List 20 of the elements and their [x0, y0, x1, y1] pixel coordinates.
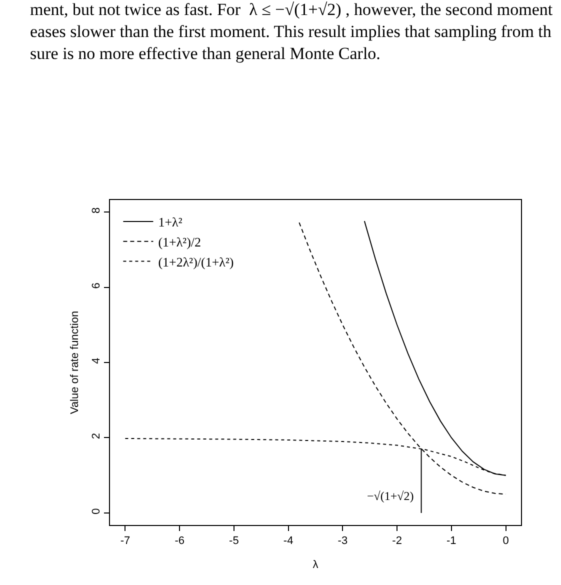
y-tick-label: 4	[90, 358, 103, 364]
x-tick-label: -5	[229, 535, 239, 548]
y-axis-title: Value of rate function	[69, 310, 81, 414]
x-tick-label: -1	[446, 535, 456, 548]
x-tick-label: 0	[502, 535, 509, 548]
x-tick-label: -6	[174, 535, 184, 548]
x-tick-label: -2	[392, 535, 402, 548]
legend-label: 1+λ²	[158, 214, 182, 230]
y-tick-label: 6	[90, 282, 103, 289]
legend-label: (1+2λ²)/(1+λ²)	[158, 254, 234, 270]
x-tick-label: -3	[338, 535, 348, 548]
y-tick-label: 0	[90, 508, 103, 514]
y-tick-label: 8	[90, 207, 103, 214]
x-axis-title: λ	[312, 559, 319, 571]
y-tick-label: 2	[90, 433, 103, 440]
x-tick-label: -7	[120, 535, 130, 548]
x-tick-label: -4	[283, 535, 294, 548]
annotation: −√(1+√2)	[367, 489, 414, 503]
legend-label: (1+λ²)/2	[158, 234, 202, 250]
text: ment, but not twice as fast. For λ ≤ −√(1+√2) , however, the second moment eases slower than the first moment. This result implies that sampling from th sure is no more effective than general Monte Carlo.	[30, 0, 553, 64]
